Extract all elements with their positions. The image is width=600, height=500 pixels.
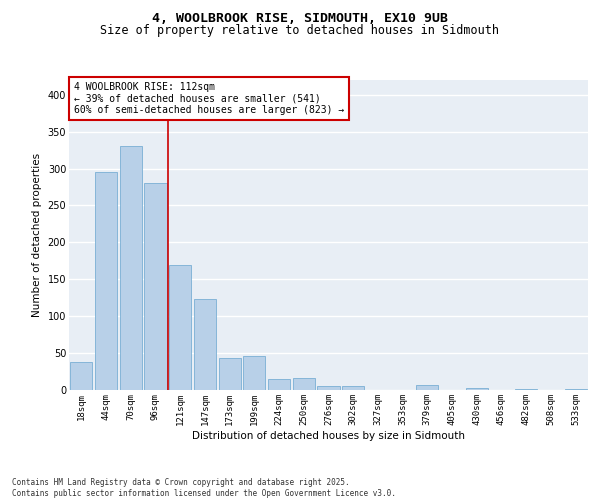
Bar: [293, 378, 315, 390]
Bar: [268, 379, 290, 390]
Text: 4 WOOLBROOK RISE: 112sqm
← 39% of detached houses are smaller (541)
60% of semi-: 4 WOOLBROOK RISE: 112sqm ← 39% of detach…: [74, 82, 344, 115]
Bar: [145, 184, 167, 390]
Text: 4, WOOLBROOK RISE, SIDMOUTH, EX10 9UB: 4, WOOLBROOK RISE, SIDMOUTH, EX10 9UB: [152, 12, 448, 26]
Bar: [342, 386, 364, 390]
Bar: [119, 146, 142, 390]
Bar: [243, 356, 265, 390]
Bar: [169, 264, 191, 390]
Bar: [70, 362, 92, 390]
Bar: [218, 358, 241, 390]
Bar: [194, 299, 216, 390]
X-axis label: Distribution of detached houses by size in Sidmouth: Distribution of detached houses by size …: [192, 430, 465, 440]
Bar: [95, 172, 117, 390]
Y-axis label: Number of detached properties: Number of detached properties: [32, 153, 42, 317]
Text: Size of property relative to detached houses in Sidmouth: Size of property relative to detached ho…: [101, 24, 499, 37]
Bar: [416, 385, 439, 390]
Bar: [317, 386, 340, 390]
Text: Contains HM Land Registry data © Crown copyright and database right 2025.
Contai: Contains HM Land Registry data © Crown c…: [12, 478, 396, 498]
Bar: [466, 388, 488, 390]
